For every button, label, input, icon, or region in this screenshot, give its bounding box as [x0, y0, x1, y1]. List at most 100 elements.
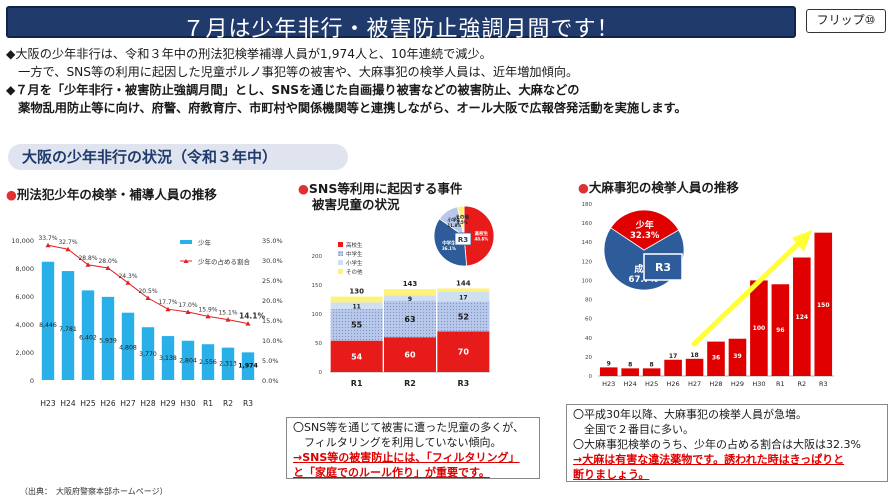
x-tick-label: H23 — [40, 399, 55, 408]
x-tick-label: R2 — [223, 399, 233, 408]
cannabis-arrest-chart: 0 20 40 60 80 100 120 140 160 180 9 H23 8 H24 8 H25 17 H2… — [582, 202, 834, 388]
ratio-label: 15.1% — [218, 310, 237, 317]
stack-segment — [437, 331, 490, 372]
right-note-line1: 〇平成30年以降、大麻事犯の検挙人員が急増。 — [573, 408, 807, 421]
y2-tick-label: 25.0% — [262, 277, 283, 285]
segment-label: 52 — [458, 312, 469, 321]
y2-tick-label: 5.0% — [262, 357, 279, 365]
stack-segment — [384, 295, 436, 301]
pie-slice — [463, 205, 495, 267]
y-tick-label: 140 — [582, 240, 593, 246]
source-note: （出典： 大阪府警察本部ホームページ） — [20, 487, 168, 496]
ratio-label: 24.3% — [118, 273, 137, 280]
bar-value-label: 2,804 — [179, 357, 197, 364]
ratio-point — [145, 295, 151, 300]
bar — [241, 352, 255, 380]
mid-note-line1: 〇SNS等を通じて被害に遭った児童の多くが、 — [293, 421, 524, 434]
bar-value-label: 18 — [690, 352, 698, 359]
stack-segment — [384, 289, 436, 296]
x-tick-label: R2 — [797, 380, 806, 388]
pie-value-label: 32.3% — [630, 231, 660, 241]
intro-text: ◆大阪の少年非行は、令和３年中の刑法犯検挙補導人員が1,974人と、10年連続で… — [6, 45, 890, 117]
stack-segment — [384, 337, 436, 372]
pie-slice — [610, 209, 680, 251]
bar — [181, 340, 195, 380]
pie-label: 少年 — [635, 219, 654, 231]
x-tick-label: H30 — [180, 399, 195, 408]
bar-value-label: 2,556 — [199, 359, 217, 366]
y2-tick-label: 15.0% — [262, 317, 283, 325]
bar-value-label: 9 — [607, 360, 611, 367]
bar-value-label: 100 — [753, 325, 766, 332]
y-tick-label: 150 — [312, 283, 323, 289]
ratio-label: 28.0% — [98, 258, 117, 265]
segment-label: 60 — [404, 351, 416, 360]
legend-swatch — [338, 242, 343, 247]
stack-segment — [330, 340, 383, 372]
ratio-point — [245, 321, 251, 326]
ratio-label: 33.7% — [38, 235, 57, 242]
segment-label: 55 — [351, 321, 363, 330]
y-tick-label: 20 — [585, 355, 592, 361]
intro-line-3: ◆７月を「少年非行・被害防止強調月間」とし、SNSを通じた自画撮り被害などの被害… — [6, 83, 580, 97]
legend-label: 高校生 — [346, 241, 363, 249]
intro-line-1: ◆大阪の少年非行は、令和３年中の刑法犯検挙補導人員が1,974人と、10年連続で… — [6, 47, 492, 61]
ratio-point — [225, 317, 231, 322]
bar — [685, 358, 704, 376]
bar — [599, 367, 618, 376]
flip-badge: フリップ⑩ — [806, 9, 886, 33]
pie-value-label: 11.8% — [447, 223, 461, 228]
ratio-label: 20.5% — [138, 288, 157, 295]
legend-swatch — [338, 269, 343, 274]
bar — [728, 338, 747, 376]
pie-label: 高校生 — [475, 230, 489, 237]
bar-value-label: 150 — [817, 302, 830, 309]
x-tick-label: R2 — [404, 379, 416, 388]
bar-value-label: 7,781 — [59, 326, 77, 333]
stack-segment — [330, 296, 383, 303]
pie-value-label: 48.6% — [474, 237, 488, 242]
pie-value-label: 3.5% — [457, 220, 468, 225]
y-tick-label: 120 — [582, 259, 593, 265]
ratio-point — [165, 306, 171, 312]
legend-label-youth: 少年 — [198, 238, 212, 247]
y-tick-label: 0 — [30, 377, 34, 385]
y-tick-label: 80 — [585, 298, 592, 304]
pie-title: R3 — [458, 236, 468, 244]
pie-value-label: 36.1% — [442, 246, 456, 251]
y2-tick-label: 35.0% — [262, 237, 283, 245]
bar — [814, 232, 833, 376]
bar — [750, 280, 768, 376]
stack-segment — [330, 302, 383, 309]
intro-line-4: 薬物乱用防止等に向け、府警、府教育庁、市町村や関係機関等と連携しながら、オール大… — [6, 101, 687, 115]
mid-note: 〇SNS等を通じて被害に遭った児童の多くが、 フィルタリングを利用していない傾向… — [286, 417, 540, 479]
bar — [101, 296, 115, 380]
bar — [201, 344, 215, 380]
ratio-label: 32.7% — [58, 239, 77, 246]
pie-label: 小学生 — [448, 217, 462, 224]
bar — [621, 368, 639, 376]
title-bar: ７月は少年非行・被害防止強調月間です！ — [6, 6, 796, 42]
section-title: 大阪の少年非行の状況（令和３年中） — [8, 144, 348, 170]
total-label: 143 — [403, 280, 418, 288]
right-note-line2: 全国で２番目に多い。 — [573, 423, 694, 436]
stack-segment — [330, 308, 383, 341]
bar-value-label: 8 — [650, 361, 654, 368]
trend-arrow-shaft — [691, 239, 803, 347]
bar — [221, 347, 235, 380]
x-tick-label: H26 — [667, 380, 680, 388]
y-tick-label: 100 — [312, 312, 323, 318]
y-tick-label: 180 — [582, 202, 593, 208]
ratio-label: 14.1% — [239, 312, 266, 321]
ratio-point — [185, 309, 191, 314]
intro-line-2: 一方で、SNS等の利用に起因した児童ポルノ事犯等の被害や、大麻事犯の検挙人員は、… — [6, 65, 579, 79]
bar-value-label: 6,402 — [79, 335, 97, 342]
bar-value-label: 3,138 — [159, 355, 177, 362]
segment-label: 11 — [352, 304, 360, 311]
bar-value-label: 96 — [776, 327, 784, 334]
x-tick-label: H26 — [100, 399, 115, 408]
pie-slice — [433, 218, 468, 267]
pie-center-box — [643, 253, 683, 281]
legend-swatch — [338, 251, 343, 256]
